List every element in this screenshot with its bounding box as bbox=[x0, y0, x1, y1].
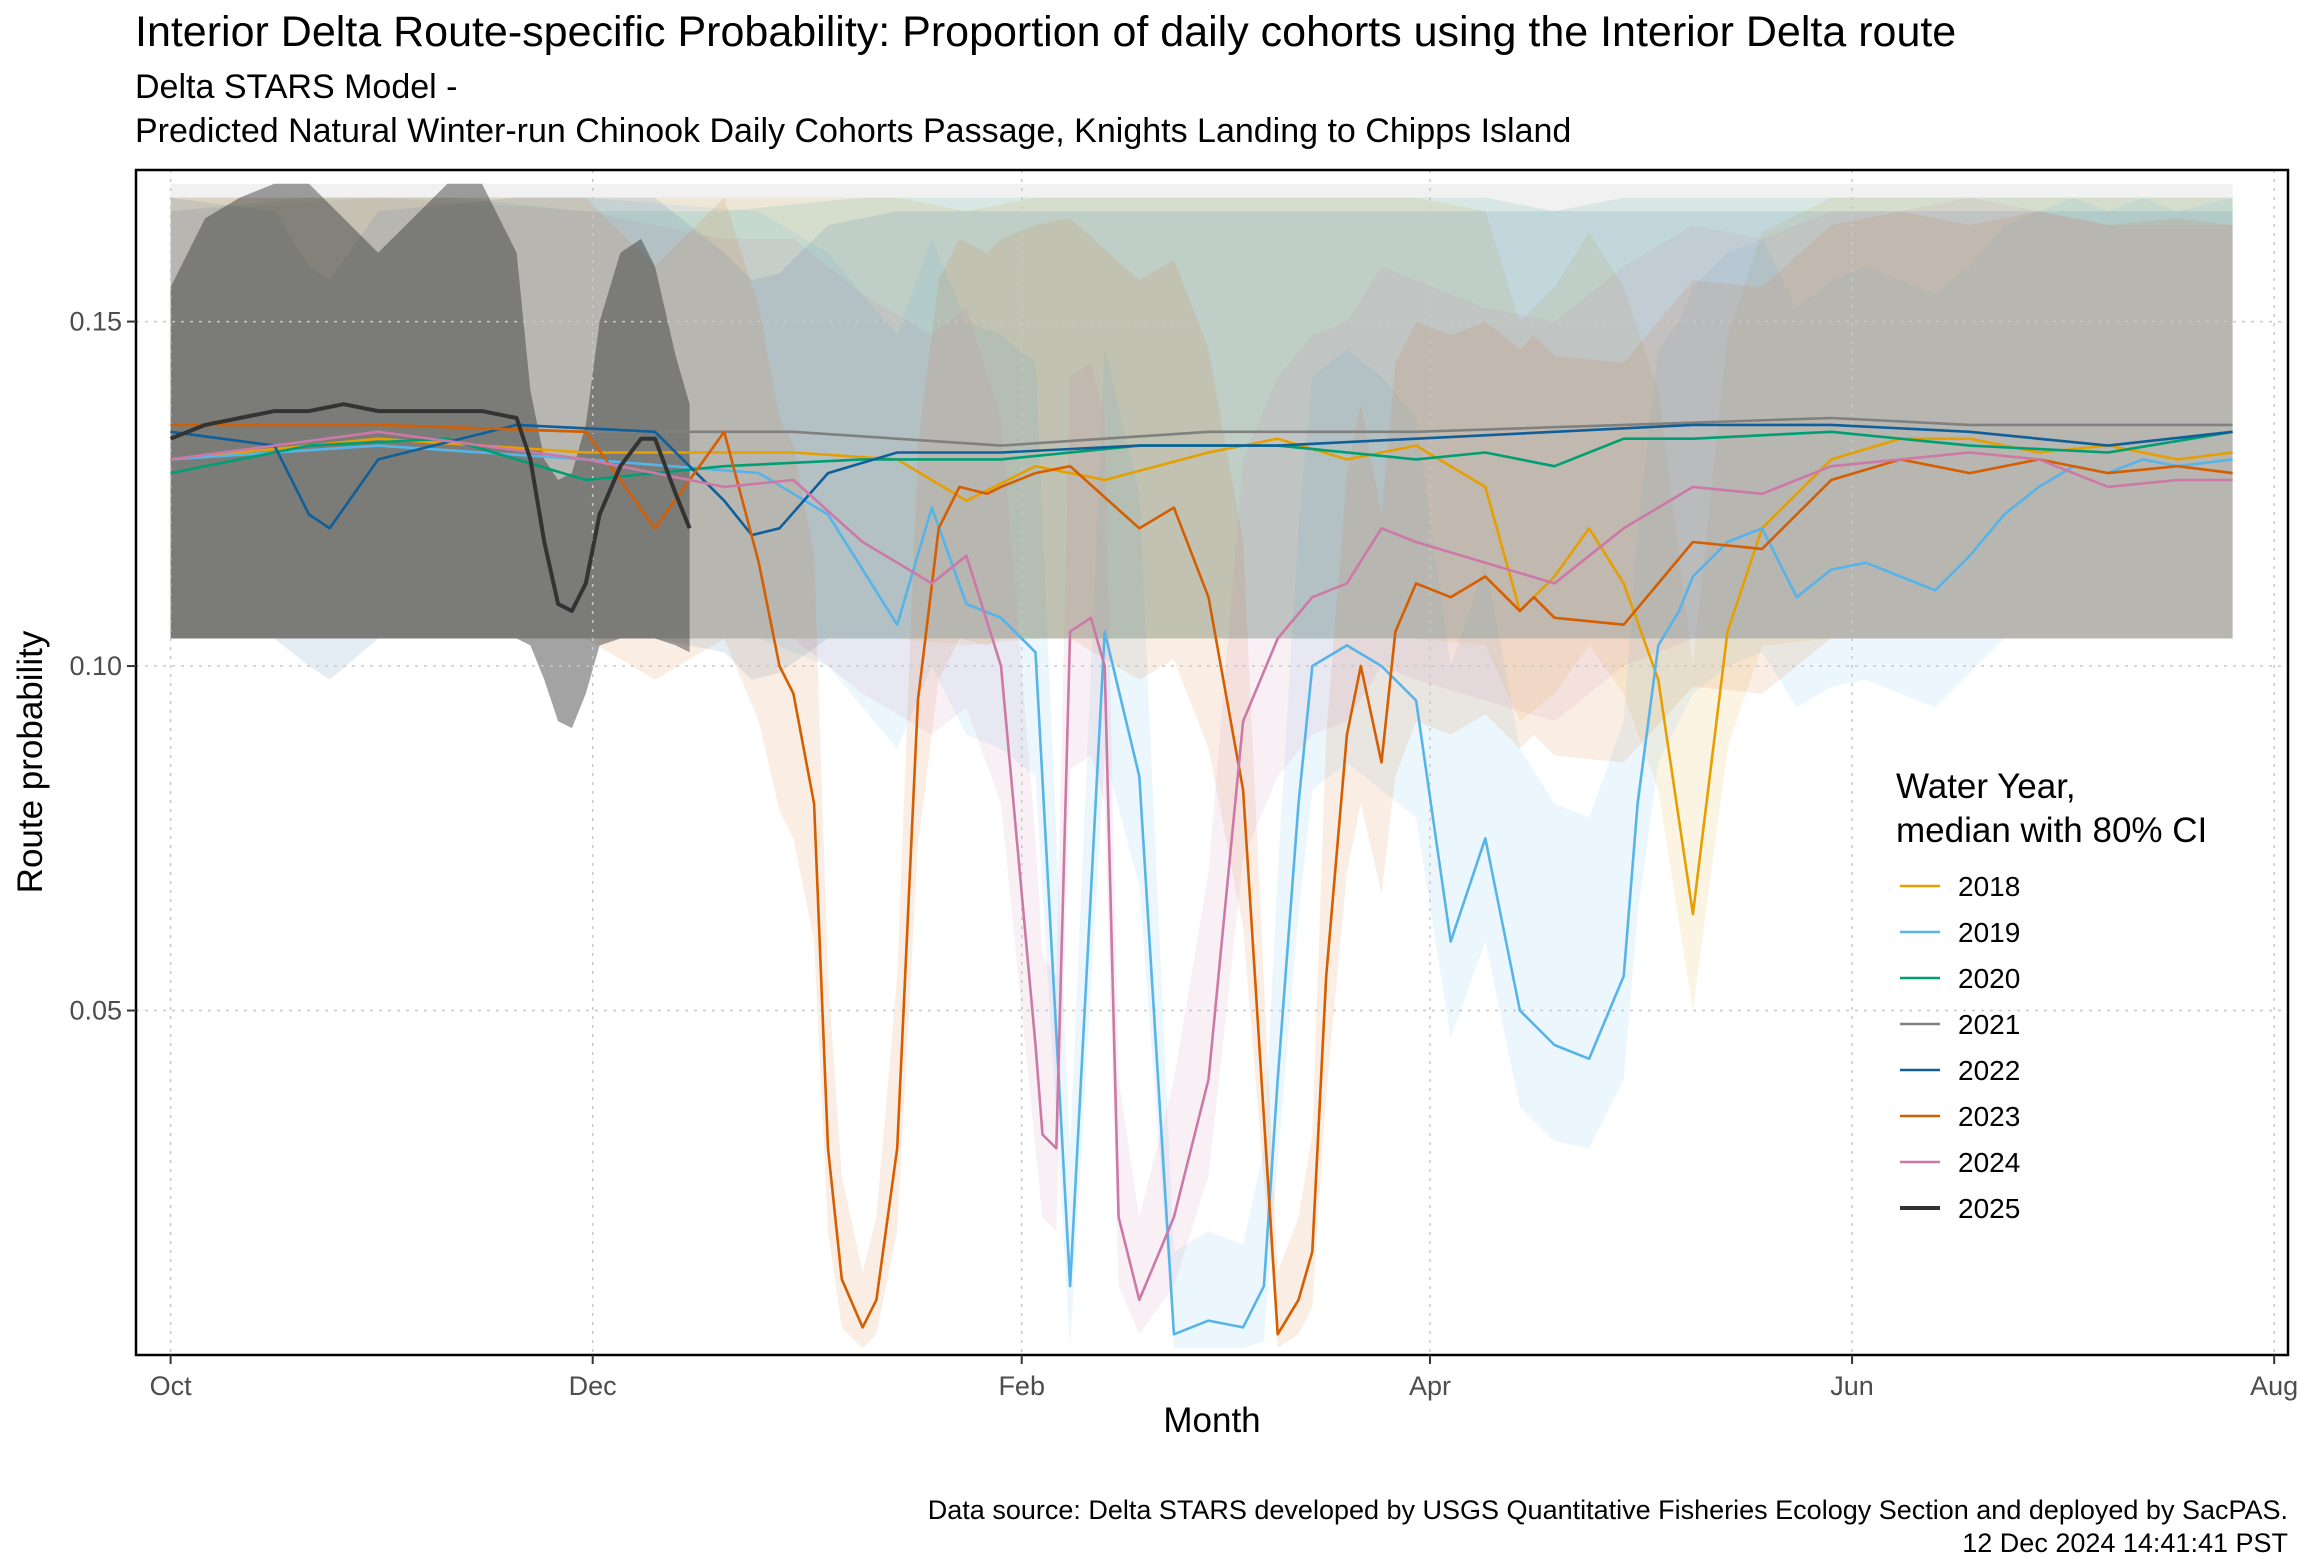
x-tick-label-Apr: Apr bbox=[1409, 1371, 1451, 1401]
timestamp-caption: 12 Dec 2024 14:41:41 PST bbox=[1962, 1528, 2288, 1558]
data-source-caption: Data source: Delta STARS developed by US… bbox=[927, 1495, 2288, 1525]
legend-label-2024: 2024 bbox=[1958, 1147, 2020, 1178]
legend-label-2019: 2019 bbox=[1958, 917, 2020, 948]
ci-band-2024 bbox=[170, 197, 2233, 1335]
confidence-bands bbox=[170, 183, 2233, 1349]
ci-band-2018 bbox=[170, 197, 2233, 1011]
y-axis-ticks: 0.05 0.10 0.15 bbox=[69, 307, 136, 1026]
ci-band-2025 bbox=[170, 183, 690, 729]
chart-subtitle-line-1: Delta STARS Model - bbox=[135, 68, 458, 106]
legend-title-line-2: median with 80% CI bbox=[1896, 811, 2207, 850]
panel-border bbox=[134, 168, 2290, 1357]
x-axis-ticks: Oct Dec Feb Apr Jun Aug bbox=[150, 1355, 2298, 1401]
legend-title-line-1: Water Year, bbox=[1896, 767, 2076, 806]
series-line-2020 bbox=[170, 430, 2233, 482]
legend-label-2021: 2021 bbox=[1958, 1009, 2020, 1040]
series-line-2019 bbox=[170, 444, 2233, 1336]
legend: Water Year, median with 80% CI 201820192… bbox=[1896, 767, 2207, 1224]
legend-items: 2018 2019 2020 2021 2022 2023 2024 2025 bbox=[1900, 871, 2020, 1224]
y-tick-label-0.1: 0.10 bbox=[69, 651, 122, 681]
legend-label-2022: 2022 bbox=[1958, 1055, 2020, 1086]
x-tick-label-Aug: Aug bbox=[2250, 1371, 2298, 1401]
y-tick-label-0.05: 0.05 bbox=[69, 996, 122, 1026]
series-line-2022 bbox=[170, 423, 2233, 537]
series-line-2023 bbox=[170, 423, 2233, 1336]
legend-label-2018: 2018 bbox=[1958, 871, 2020, 902]
x-axis-title: Month bbox=[1163, 1401, 1260, 1440]
legend-label-2025: 2025 bbox=[1958, 1193, 2020, 1224]
series-line-2024 bbox=[170, 430, 2233, 1302]
chart-title: Interior Delta Route-specific Probabilit… bbox=[135, 8, 1957, 56]
x-tick-label-Dec: Dec bbox=[569, 1371, 617, 1401]
x-tick-label-Feb: Feb bbox=[998, 1371, 1045, 1401]
chart-subtitle-line-2: Predicted Natural Winter-run Chinook Dai… bbox=[135, 112, 1572, 150]
series-line-2025 bbox=[169, 402, 692, 613]
x-tick-label-Jun: Jun bbox=[1830, 1371, 1874, 1401]
ci-band-2020 bbox=[170, 197, 2233, 639]
y-axis-title: Route probability bbox=[11, 630, 50, 893]
ci-band-2022 bbox=[170, 197, 2233, 680]
legend-label-2020: 2020 bbox=[1958, 963, 2020, 994]
median-lines bbox=[169, 402, 2233, 1336]
legend-label-2023: 2023 bbox=[1958, 1101, 2020, 1132]
x-tick-label-Oct: Oct bbox=[150, 1371, 193, 1401]
y-tick-label-0.15: 0.15 bbox=[69, 307, 122, 337]
series-line-2018 bbox=[170, 437, 2233, 916]
gridlines bbox=[136, 170, 2288, 1355]
